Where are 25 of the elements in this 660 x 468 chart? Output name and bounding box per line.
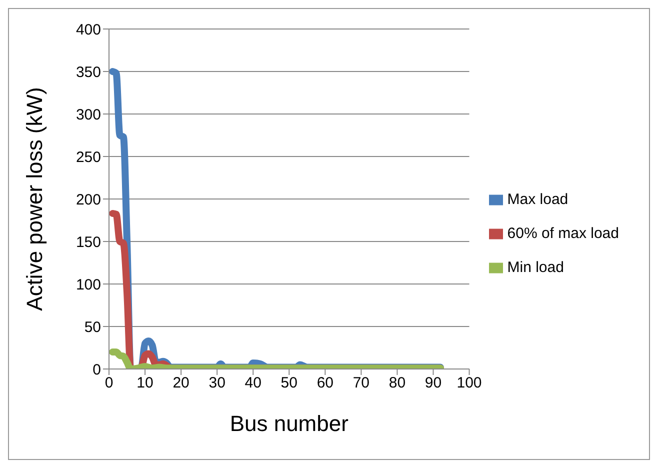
x-tick-label: 40 <box>244 374 262 392</box>
x-axis-title: Bus number <box>230 411 348 436</box>
x-tick-label: 60 <box>316 374 334 392</box>
x-tick-label: 0 <box>104 374 114 392</box>
x-tick-label: 70 <box>352 374 370 392</box>
legend-label: 60% of max load <box>507 225 619 242</box>
x-tick-label: 20 <box>172 374 190 392</box>
y-tick-label: 200 <box>76 191 101 208</box>
y-tick-label: 400 <box>76 21 101 38</box>
x-tick-label: 100 <box>456 374 482 392</box>
y-tick-label: 350 <box>76 64 101 81</box>
x-tick-label: 30 <box>208 374 226 392</box>
x-tick-label: 90 <box>424 374 442 392</box>
x-tick-label: 10 <box>136 374 154 392</box>
y-tick-label: 0 <box>92 361 101 378</box>
legend-label: Max load <box>507 191 568 208</box>
x-tick-label: 50 <box>280 374 298 392</box>
legend-label: Min load <box>507 259 564 276</box>
y-tick-label: 300 <box>76 106 101 124</box>
y-tick-label: 100 <box>76 276 101 294</box>
x-tick-label: 80 <box>388 374 406 392</box>
y-tick-label: 250 <box>76 148 101 166</box>
y-tick-label: 150 <box>76 234 101 251</box>
y-tick-label: 50 <box>84 318 101 336</box>
y-axis-title: Active power loss (kW) <box>22 87 47 311</box>
